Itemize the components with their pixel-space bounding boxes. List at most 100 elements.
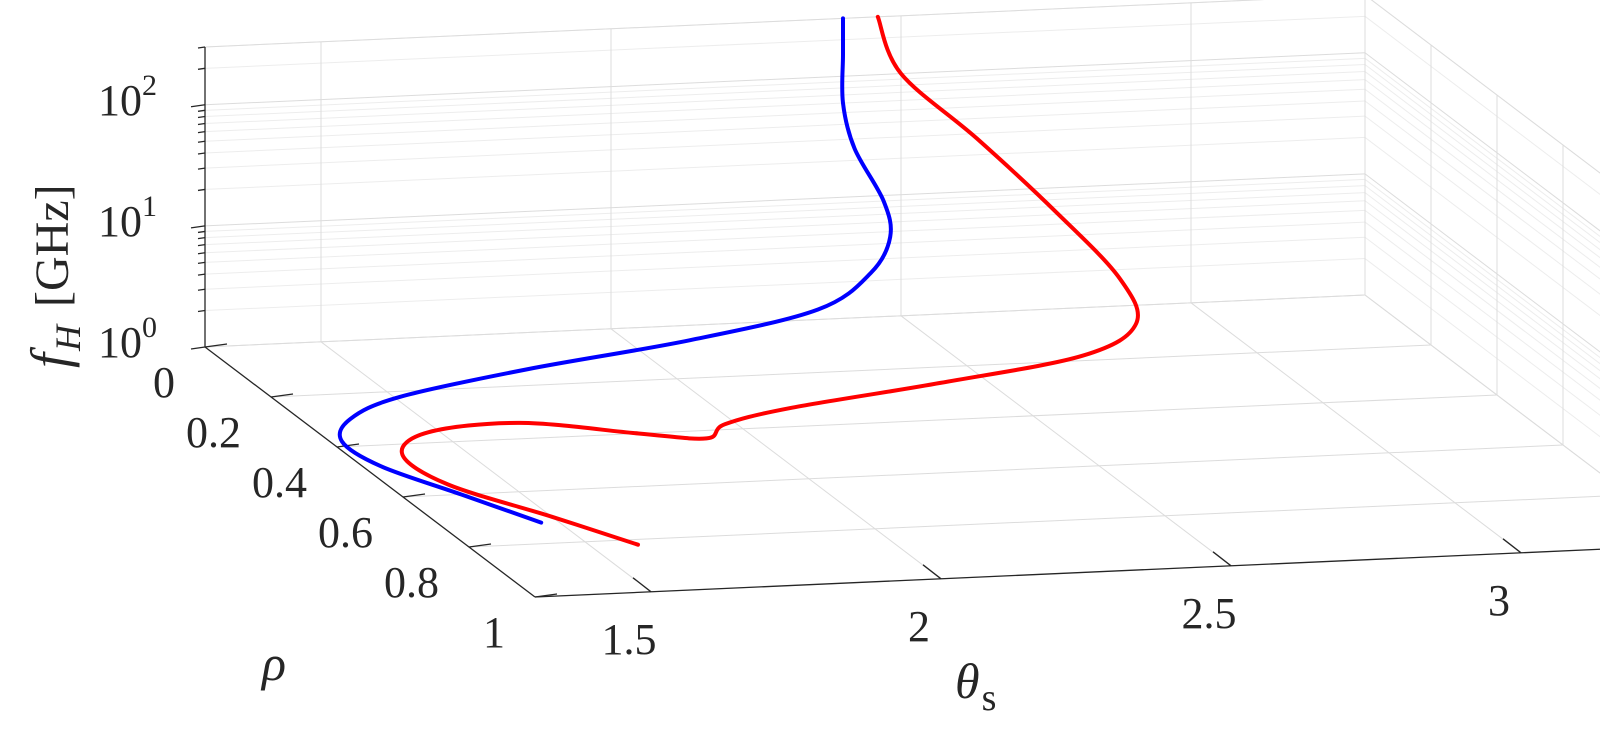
z-axis-label: fH[GHz] — [20, 184, 88, 368]
minor-gridline — [204, 79, 1366, 133]
z-minor-tick — [197, 152, 206, 155]
z-gridline — [1364, 294, 1600, 474]
z-gridline — [1364, 173, 1600, 353]
minor-gridline — [204, 57, 1366, 111]
box-edge — [1364, 294, 1600, 474]
z-minor-tick — [197, 122, 206, 126]
box-edge — [204, 0, 1265, 48]
minor-gridline — [1364, 64, 1600, 244]
y-tick-mark — [270, 393, 294, 398]
minor-gridline — [1364, 209, 1600, 390]
z-minor-tick — [197, 109, 206, 112]
minor-gridline — [1364, 100, 1600, 280]
z-tick-mark — [190, 104, 206, 108]
minor-gridline — [1364, 258, 1600, 438]
y-tick-label: 0 — [153, 358, 175, 407]
y-tick-mark — [204, 343, 228, 348]
z-minor-tick — [197, 288, 206, 291]
minor-gridline — [204, 71, 1366, 125]
minor-gridline — [204, 136, 1366, 190]
z-minor-tick — [197, 244, 206, 247]
z-gridline — [204, 173, 1366, 227]
grid-layer — [204, 0, 1600, 598]
minor-gridline — [204, 221, 1366, 275]
y-tick-label: 0.8 — [384, 558, 439, 607]
z-tick-mark — [190, 225, 206, 229]
z-minor-tick — [197, 309, 206, 313]
y-gridline — [402, 444, 1564, 498]
x-tick-mark — [632, 577, 652, 593]
minor-gridline — [204, 258, 1366, 312]
x-tick-mark — [1212, 551, 1232, 567]
z-minor-tick — [197, 115, 206, 119]
minor-gridline — [204, 88, 1366, 142]
x-tick-mark — [922, 564, 942, 580]
z-minor-tick — [197, 67, 206, 70]
z-gridline — [204, 52, 1366, 106]
x-axis-label-symbol: θ — [955, 653, 980, 709]
series-line-1 — [337, 16, 893, 525]
z-minor-tick — [197, 167, 206, 170]
z-minor-tick — [197, 252, 206, 255]
z-tick-label: 100 — [98, 311, 157, 367]
y-tick-mark — [402, 493, 426, 498]
minor-gridline — [204, 209, 1366, 263]
y-gridline — [336, 394, 1498, 448]
z-axis-label-subscript: H — [48, 323, 88, 352]
z-tick-mark — [190, 346, 206, 350]
z-minor-tick — [197, 140, 206, 143]
axis-layer — [190, 46, 1600, 598]
minor-gridline — [1364, 179, 1600, 359]
y-gridline — [468, 495, 1600, 548]
y-axis-line — [204, 346, 536, 598]
minor-gridline — [1364, 236, 1600, 416]
y-tick-label: 1 — [483, 608, 505, 657]
z-minor-tick — [197, 188, 206, 192]
box-edge — [1370, 0, 1600, 174]
x-tick-label: 1.5 — [602, 615, 657, 664]
tick-label-layer: 1.5 2 2.5 3 00.20.40.60.8 1 100 101 102 — [98, 69, 1510, 664]
x-tick-label: 2 — [908, 602, 930, 651]
y-tick-mark — [468, 543, 492, 548]
minor-gridline — [1364, 115, 1600, 295]
x-axis-label: θs — [955, 653, 996, 719]
series-line-2 — [399, 14, 1140, 547]
z-tick-label: 101 — [98, 190, 157, 246]
minor-gridline — [204, 178, 1366, 232]
minor-gridline — [1364, 57, 1600, 237]
x-gridline — [610, 328, 942, 580]
x-tick-mark — [1502, 538, 1522, 554]
x-tick-label: 2.5 — [1182, 589, 1237, 638]
minor-gridline — [1364, 137, 1600, 317]
minor-gridline — [204, 15, 1366, 69]
minor-gridline — [204, 236, 1366, 290]
minor-gridline — [1364, 221, 1600, 401]
minor-gridline — [1364, 79, 1600, 259]
y-axis-label: ρ — [260, 635, 286, 691]
z-minor-tick — [197, 236, 206, 240]
y-tick-label: 0.2 — [186, 408, 241, 457]
series-layer — [337, 14, 1140, 547]
minor-gridline — [1364, 185, 1600, 365]
z-minor-tick — [197, 261, 206, 264]
minor-gridline — [204, 115, 1366, 169]
minor-gridline — [204, 64, 1366, 118]
minor-gridline — [204, 100, 1366, 154]
minor-gridline — [204, 192, 1366, 246]
y-tick-label: 0.4 — [252, 458, 307, 507]
minor-gridline — [1370, 0, 1600, 174]
y-tick-mark — [534, 593, 558, 598]
z-gridline — [1364, 52, 1600, 232]
z-minor-tick — [197, 46, 206, 49]
z-axis-label-unit: [GHz] — [26, 184, 79, 307]
minor-gridline — [204, 185, 1366, 239]
minor-gridline — [1364, 15, 1600, 195]
x-gridline — [1190, 302, 1522, 554]
y-gridline — [270, 344, 1432, 398]
x-tick-label: 3 — [1488, 576, 1510, 625]
y-tick-label: 0.6 — [318, 508, 373, 557]
z-tick-label: 102 — [98, 69, 157, 125]
x-gridline — [900, 315, 1232, 567]
minor-gridline — [1364, 71, 1600, 251]
minor-gridline — [1364, 192, 1600, 372]
